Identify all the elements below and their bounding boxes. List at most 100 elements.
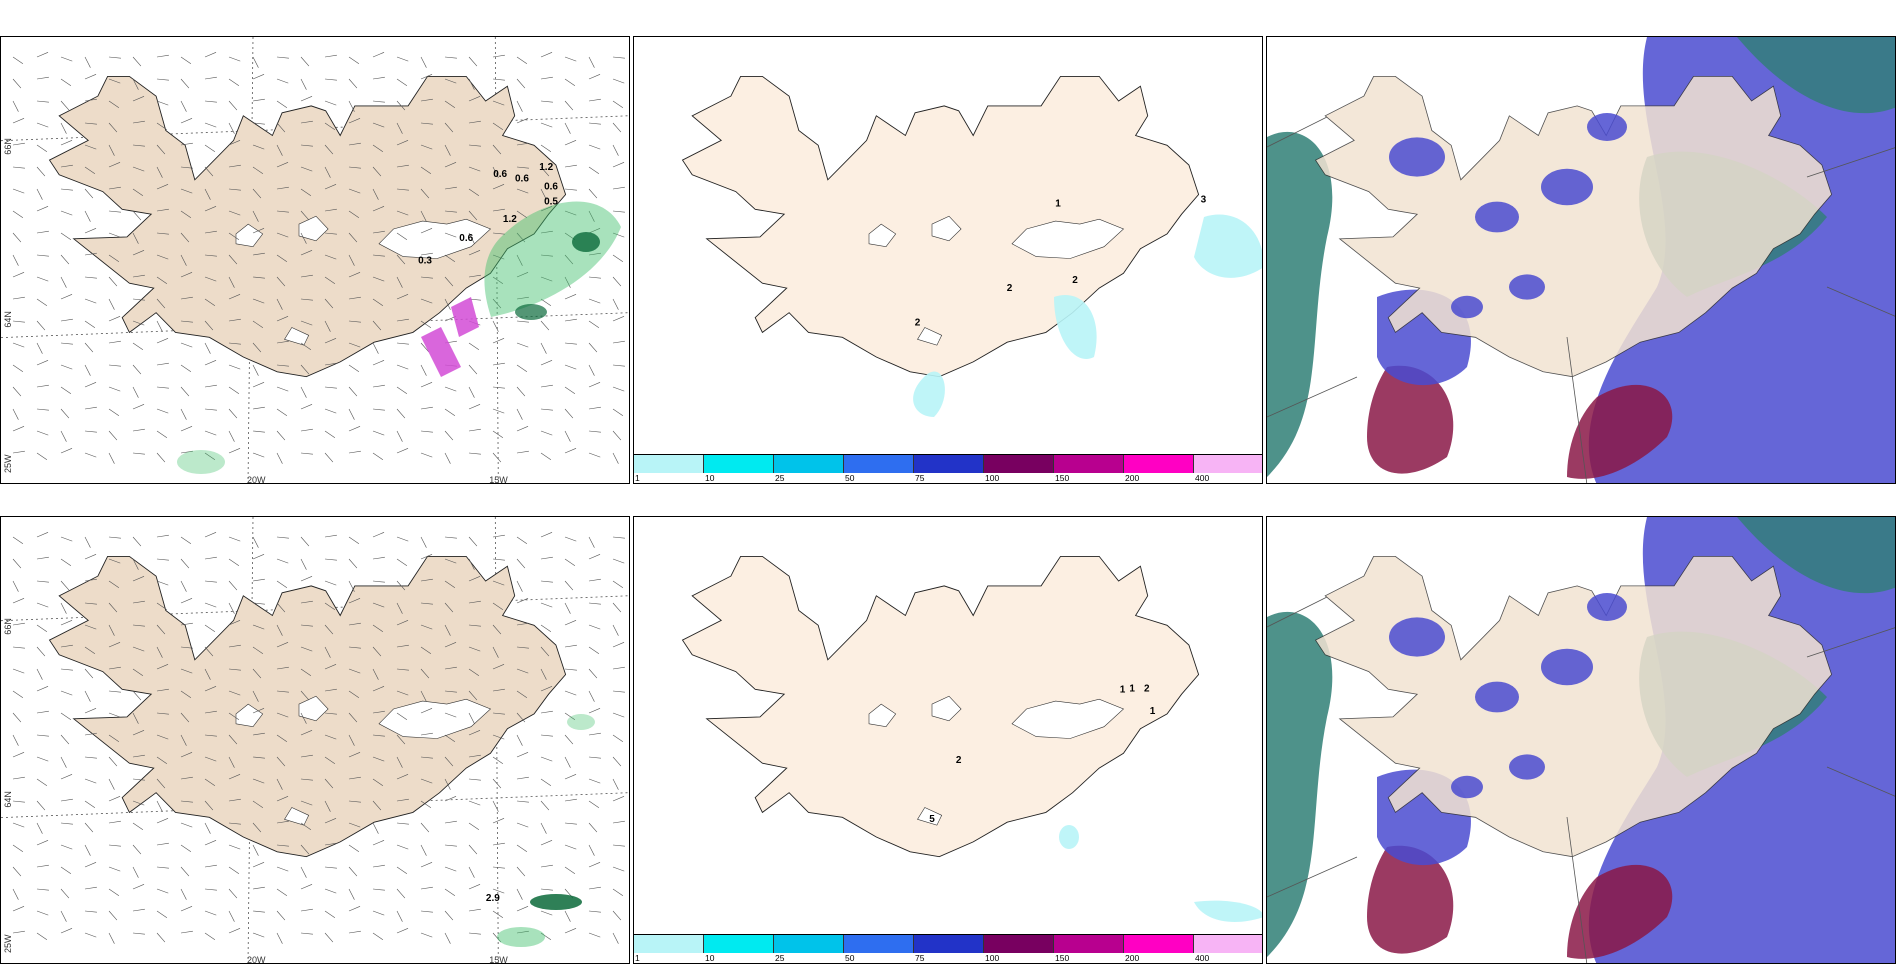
wind-barb <box>108 536 121 539</box>
wind-barb <box>588 298 601 304</box>
wind-barb <box>396 734 406 745</box>
wind-barb <box>204 646 214 657</box>
wind-barb <box>156 184 169 190</box>
wind-barb <box>588 536 595 548</box>
wind-barb <box>540 276 553 282</box>
precip-value-label: 0.6 <box>459 233 473 244</box>
wind-barb <box>564 408 574 419</box>
wind-barb <box>492 232 505 235</box>
wind-barb <box>492 558 505 561</box>
wind-barb <box>84 122 97 125</box>
wind-barb <box>228 56 241 62</box>
wind-barb <box>180 558 190 569</box>
glacier <box>868 223 897 248</box>
wind-barb <box>300 386 307 398</box>
wind-barb <box>588 690 595 702</box>
wind-barb <box>492 734 505 740</box>
wind-barb <box>324 276 336 285</box>
wind-barb <box>60 276 67 288</box>
wind-barb <box>564 448 577 454</box>
colorbar-labels: 1 10 25 50 75 100 150 200 400 <box>634 473 1262 483</box>
wind-barb <box>348 906 361 912</box>
wind-barb <box>468 712 475 724</box>
wind-barb <box>564 164 577 168</box>
wind-barb <box>516 342 529 348</box>
wind-barb <box>420 690 427 702</box>
wind-barb <box>180 364 192 373</box>
wind-barb <box>228 294 241 300</box>
wind-barb <box>588 886 601 890</box>
wind-barb <box>60 448 73 454</box>
wind-barb <box>420 98 433 102</box>
wind-barb <box>180 450 193 454</box>
wind-barb <box>348 296 361 300</box>
wind-barb <box>12 752 25 758</box>
wind-barb <box>372 408 385 411</box>
colorbar-labels: 1 10 25 50 75 100 150 200 400 <box>634 953 1262 963</box>
wind-barb <box>108 580 120 589</box>
wind-barb <box>108 210 121 213</box>
wind-barb <box>300 428 313 432</box>
wind-barb <box>228 276 235 288</box>
wind-barb <box>156 910 168 919</box>
colorbar-swatch <box>844 935 914 953</box>
wind-barb <box>324 646 331 658</box>
wind-barb <box>444 56 457 59</box>
wind-barb <box>204 668 211 680</box>
wind-barb <box>36 840 49 846</box>
wind-barb <box>372 320 382 331</box>
wind-barb <box>36 188 43 200</box>
wind-barb <box>420 144 433 150</box>
wind-barb <box>60 602 67 614</box>
wind-barb <box>60 774 73 780</box>
wind-barb <box>372 452 384 461</box>
wind-barb <box>516 646 529 649</box>
precip-area <box>1059 825 1079 849</box>
wind-barb <box>540 580 553 583</box>
wind-barb <box>252 364 259 376</box>
wind-barb <box>492 166 499 178</box>
wind-barb <box>468 730 481 736</box>
wind-barb <box>324 362 337 366</box>
colorbar-swatch <box>914 455 984 473</box>
map-canvas: 20W 15W 66N 64N 25W 2.9 <box>1 517 629 963</box>
wind-barb <box>84 276 97 279</box>
wind-barb <box>492 580 505 586</box>
wind-barb <box>228 668 241 671</box>
wind-barb <box>132 778 145 781</box>
wind-barb <box>204 206 217 212</box>
wind-barb <box>276 666 289 670</box>
wind-barb <box>444 844 457 847</box>
wind-barb <box>444 122 454 133</box>
colorbar-swatch <box>844 455 914 473</box>
wind-barb <box>324 910 336 919</box>
wind-barb <box>444 734 456 743</box>
wind-barb <box>540 710 553 714</box>
wind-barb <box>348 56 360 65</box>
wind-barb <box>36 254 49 257</box>
wind-barb <box>588 554 601 560</box>
wind-barb <box>492 888 505 894</box>
wind-barb <box>564 78 576 87</box>
wind-barb <box>36 624 48 633</box>
wind-barb <box>468 250 481 256</box>
wind-barb <box>396 822 409 825</box>
wind-barb <box>60 342 73 345</box>
wind-barb <box>468 144 481 147</box>
wind-barb <box>228 188 241 191</box>
wind-barb <box>36 166 46 177</box>
wind-barb <box>156 338 169 344</box>
low-cloud-area <box>1451 295 1483 319</box>
wind-barb <box>372 360 385 366</box>
wind-barb <box>372 840 385 846</box>
wind-barb <box>204 276 217 282</box>
wind-barb <box>84 228 97 234</box>
wind-barb <box>492 54 505 58</box>
wind-barb <box>156 580 169 586</box>
wind-barb <box>108 340 121 344</box>
wind-barb <box>180 800 193 803</box>
wind-barb <box>588 668 598 679</box>
wind-barb <box>396 844 409 850</box>
wind-barb <box>252 56 259 68</box>
precip-area <box>572 232 600 252</box>
